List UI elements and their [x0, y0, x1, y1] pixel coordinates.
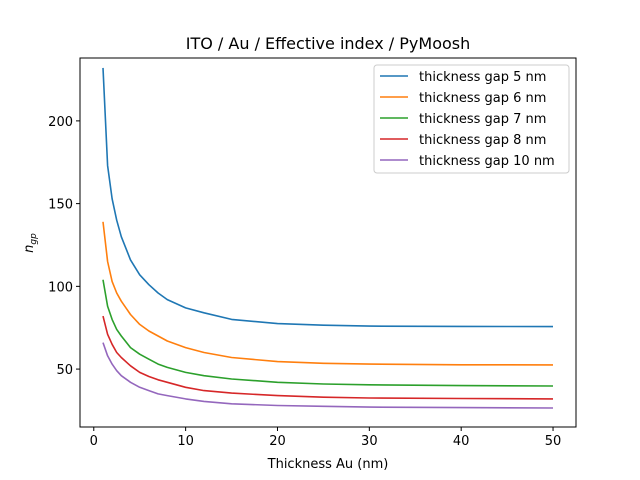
y-tick-label: 150: [48, 198, 73, 213]
x-tick-label: 10: [177, 434, 194, 449]
x-tick-label: 30: [361, 434, 378, 449]
legend-label: thickness gap 5 nm: [419, 70, 546, 85]
y-axis-label-sub: gp: [29, 233, 39, 245]
series-line-3: [102, 279, 554, 387]
x-tick-label: 0: [90, 434, 98, 449]
y-axis-label-main: n: [22, 245, 37, 253]
x-tick-label: 40: [453, 434, 470, 449]
legend-box: [373, 64, 570, 174]
x-tick-label: 50: [545, 434, 562, 449]
chart-title: ITO / Au / Effective index / PyMoosh: [186, 34, 471, 53]
y-axis-label: ngp: [22, 233, 39, 253]
legend-label: thickness gap 7 nm: [419, 112, 546, 127]
y-axis-ticks: 50 100 150 200: [48, 115, 80, 378]
x-axis-ticks: 0 10 20 30 40 50: [90, 427, 562, 449]
y-tick-label: 200: [48, 115, 73, 130]
x-axis-label: Thickness Au (nm): [267, 457, 389, 472]
plot-frame: [79, 57, 577, 428]
series-layer: [102, 67, 554, 409]
series-line-1: [102, 67, 554, 328]
series-line-4: [102, 315, 554, 400]
series-line-5: [102, 342, 554, 409]
y-tick-label: 100: [48, 280, 73, 295]
x-tick-label: 20: [269, 434, 286, 449]
legend-label: thickness gap 10 nm: [419, 154, 555, 169]
series-line-2: [102, 221, 554, 366]
legend-label: thickness gap 8 nm: [419, 133, 546, 148]
legend-label: thickness gap 6 nm: [419, 91, 546, 106]
y-tick-label: 50: [56, 363, 73, 378]
legend: thickness gap 5 nm thickness gap 6 nm thic…: [373, 64, 570, 174]
